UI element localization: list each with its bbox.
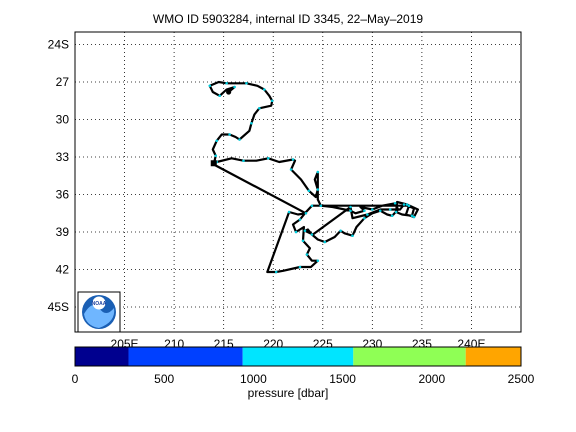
profile-point [304,211,308,215]
colorbar-bin [128,347,243,366]
lat-tick-label: 27 [56,75,70,89]
colorbar-tick-label: 1000 [240,372,267,386]
colorbar-tick-label: 1500 [329,372,356,386]
profile-point [316,259,320,263]
profile-point [363,209,366,213]
profile-point [298,218,302,221]
profile-point [228,133,231,136]
profile-point [301,239,305,243]
lat-tick-label: 39 [56,225,70,239]
profile-point [316,188,320,191]
colorbar-tick-label: 2000 [418,372,445,386]
profile-point [319,204,323,208]
profile-point [394,210,398,214]
colorbar-frame [74,346,522,367]
profile-point [291,158,295,161]
trajectory-line [208,80,419,274]
lat-tick-label: 45S [48,300,69,314]
profile-point [339,229,342,233]
profile-point [407,204,411,208]
lat-tick-label: 33 [56,150,70,164]
profile-point [390,214,394,218]
profile-point [303,229,307,233]
lat-tick-label: 42 [56,263,70,277]
profile-point [316,170,320,174]
plot-title: WMO ID 5903284, internal ID 3345, 22–May… [152,12,424,26]
profile-point [371,208,374,211]
profile-point [410,214,414,218]
profile-point [305,253,309,256]
pressure-colorbar [74,346,522,367]
profile-point [214,154,218,158]
float-trajectory [208,80,419,274]
profile-point [349,209,352,213]
profile-point [233,85,236,89]
colorbar-bin [75,347,129,366]
colorbar-tick-label: 2500 [508,372,535,386]
colorbar-tick-label: 500 [154,372,174,386]
colorbar-tick-label: 0 [72,372,79,386]
profile-point [263,88,266,91]
profile-point [349,205,352,209]
profile-point [351,234,354,238]
profile-point [402,203,406,206]
profile-point [294,230,298,234]
profile-point [245,81,248,85]
profile-point [363,216,366,220]
profile-point [250,121,253,125]
profile-point [388,208,392,211]
profile-point [258,106,261,110]
colorbar-bin [242,347,354,366]
profile-point [310,204,314,208]
profile-point [242,159,245,163]
track-end-marker [226,89,232,95]
profile-point [274,270,278,274]
profile-point [298,265,302,269]
lat-tick-label: 36 [56,188,70,202]
profile-point [307,189,311,193]
profile-point [412,215,416,219]
profile-point [225,81,228,85]
profile-point [323,240,327,244]
profile-point [405,203,409,206]
profile-point [287,210,291,214]
profile-point [215,139,219,143]
profile-point [208,84,212,88]
map-grid [75,32,521,332]
profile-point [218,94,222,98]
profile-point [266,156,270,160]
profile-point [393,201,397,205]
map-axes-frame [74,31,522,333]
profile-point [310,233,314,236]
noaa-logo: NOAA [77,291,121,333]
profile-point [366,213,369,216]
profile-point [289,168,293,171]
colorbar-bin [353,347,466,366]
profile-point [378,209,382,213]
colorbar-bin [465,347,521,366]
profile-point [238,138,241,141]
profile-point [270,99,274,103]
colorbar-label: pressure [dbar] [247,386,329,400]
lat-tick-label: 24S [48,38,69,52]
lat-tick-label: 30 [56,113,70,127]
latitude-tick-labels: 24S 27 30 33 36 39 42 45S [48,38,70,315]
colorbar-tick-labels: 0 500 1000 1500 2000 2500 [72,372,535,386]
track-start-marker [210,160,217,167]
noaa-logo-text: NOAA [92,301,107,307]
